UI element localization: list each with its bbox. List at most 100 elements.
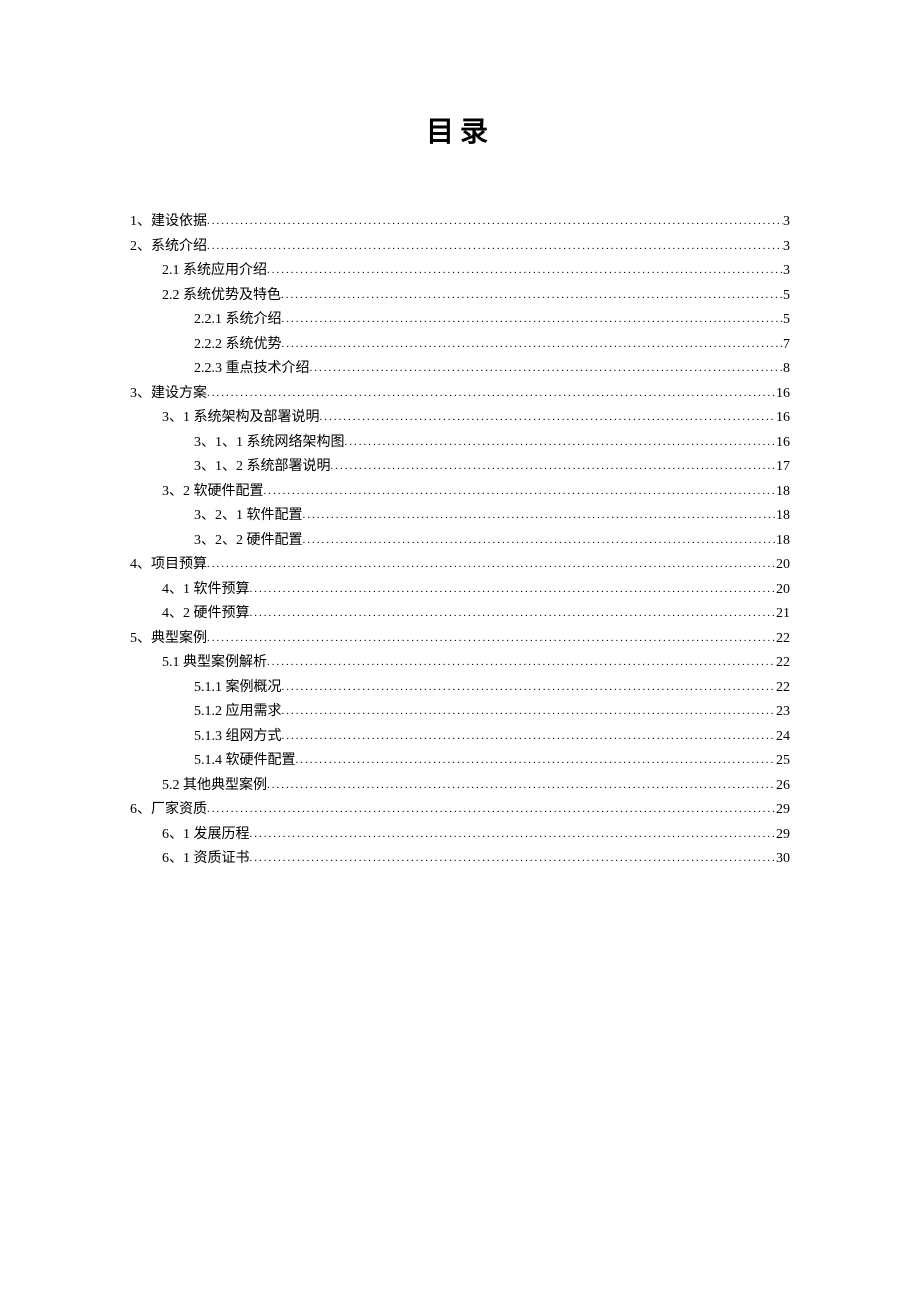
toc-dots: [267, 259, 783, 283]
toc-entry: 5.1 典型案例解析 22: [130, 651, 790, 676]
toc-entry-label: 3、2、2 硬件配置: [194, 529, 303, 553]
toc-dots: [264, 480, 777, 504]
toc-entry-label: 2.2.2 系统优势: [194, 333, 282, 357]
toc-page-number: 3: [783, 210, 790, 234]
toc-entry: 6、1 资质证书 30: [130, 847, 790, 872]
toc-page-number: 29: [776, 823, 790, 847]
toc-entry: 3、2、1 软件配置 18: [130, 504, 790, 529]
toc-dots: [296, 749, 777, 773]
toc-entry: 3、建设方案 16: [130, 382, 790, 407]
toc-entry-label: 5.2 其他典型案例: [162, 774, 267, 798]
toc-entry: 2.2.3 重点技术介绍8: [130, 357, 790, 382]
toc-page-number: 29: [776, 798, 790, 822]
toc-dots: [303, 504, 777, 528]
toc-entry-label: 2.2 系统优势及特色: [162, 284, 281, 308]
toc-dots: [250, 602, 777, 626]
toc-entry: 2.2 系统优势及特色 5: [130, 284, 790, 309]
toc-entry-label: 4、2 硬件预算: [162, 602, 250, 626]
toc-dots: [250, 578, 777, 602]
toc-entry-label: 5.1.3 组网方式: [194, 725, 282, 749]
toc-dots: [207, 798, 776, 822]
toc-entry-label: 5.1.4 软硬件配置: [194, 749, 296, 773]
toc-page-number: 25: [776, 749, 790, 773]
toc-entry-label: 5.1.1 案例概况: [194, 676, 282, 700]
toc-page-number: 20: [776, 578, 790, 602]
toc-entry-label: 3、1、1 系统网络架构图: [194, 431, 345, 455]
toc-dots: [207, 235, 783, 259]
toc-entry-label: 3、1、2 系统部署说明: [194, 455, 331, 479]
toc-page-number: 26: [776, 774, 790, 798]
toc-entry-label: 4、项目预算: [130, 553, 207, 577]
toc-dots: [331, 455, 777, 479]
toc-page-number: 16: [776, 431, 790, 455]
toc-page-number: 18: [776, 480, 790, 504]
toc-entry: 6、厂家资质 29: [130, 798, 790, 823]
toc-entry: 5、典型案例22: [130, 627, 790, 652]
toc-dots: [207, 627, 776, 651]
toc-page-number: 3: [783, 259, 790, 283]
toc-entry: 4、项目预算 20: [130, 553, 790, 578]
toc-page-number: 30: [776, 847, 790, 871]
toc-page-number: 8: [783, 357, 790, 381]
toc-entry-label: 6、1 发展历程: [162, 823, 250, 847]
toc-entry-label: 2.2.1 系统介绍: [194, 308, 282, 332]
toc-dots: [267, 774, 776, 798]
toc-entry: 2.2.1 系统介绍 5: [130, 308, 790, 333]
toc-entry-label: 2.1 系统应用介绍: [162, 259, 267, 283]
toc-dots: [282, 676, 777, 700]
toc-dots: [207, 553, 776, 577]
toc-entry: 5.1.3 组网方式 24: [130, 725, 790, 750]
toc-page-number: 5: [783, 284, 790, 308]
toc-page-number: 22: [776, 676, 790, 700]
toc-page-number: 7: [783, 333, 790, 357]
toc-entry-label: 4、1 软件预算: [162, 578, 250, 602]
toc-dots: [282, 725, 777, 749]
toc-entry: 2.1 系统应用介绍 3: [130, 259, 790, 284]
toc-entry: 1、建设依据 3: [130, 210, 790, 235]
toc-dots: [310, 357, 784, 381]
toc-page-number: 18: [776, 529, 790, 553]
toc-entry-label: 5.1 典型案例解析: [162, 651, 267, 675]
toc-dots: [281, 284, 783, 308]
toc-entry: 3、1、2 系统部署说明 17: [130, 455, 790, 480]
toc-list: 1、建设依据32、系统介绍32.1 系统应用介绍32.2 系统优势及特色52.2…: [130, 210, 790, 872]
toc-entry-label: 3、2、1 软件配置: [194, 504, 303, 528]
toc-entry: 3、2、2 硬件配置 18: [130, 529, 790, 554]
toc-page-number: 16: [776, 382, 790, 406]
toc-page-number: 18: [776, 504, 790, 528]
toc-page-number: 24: [776, 725, 790, 749]
toc-entry: 3、2 软硬件配置18: [130, 480, 790, 505]
toc-entry-label: 5、典型案例: [130, 627, 207, 651]
toc-dots: [345, 431, 777, 455]
toc-entry: 2、系统介绍3: [130, 235, 790, 260]
toc-dots: [207, 210, 783, 234]
toc-entry-label: 1、建设依据: [130, 210, 207, 234]
toc-dots: [207, 382, 776, 406]
toc-entry-label: 5.1.2 应用需求: [194, 700, 282, 724]
toc-entry-label: 2、系统介绍: [130, 235, 207, 259]
toc-entry: 5.1.1 案例概况 22: [130, 676, 790, 701]
toc-entry-label: 6、厂家资质: [130, 798, 207, 822]
toc-entry: 5.1.4 软硬件配置 25: [130, 749, 790, 774]
toc-dots: [267, 651, 776, 675]
toc-entry: 4、1 软件预算 20: [130, 578, 790, 603]
toc-page-number: 20: [776, 553, 790, 577]
toc-dots: [320, 406, 777, 430]
toc-title: 目录: [130, 110, 790, 150]
toc-dots: [250, 847, 777, 871]
toc-entry-label: 3、1 系统架构及部署说明: [162, 406, 320, 430]
toc-entry: 3、1、1 系统网络架构图 16: [130, 431, 790, 456]
toc-page-number: 21: [776, 602, 790, 626]
toc-dots: [303, 529, 777, 553]
toc-page-number: 16: [776, 406, 790, 430]
toc-entry-label: 3、建设方案: [130, 382, 207, 406]
toc-dots: [282, 700, 777, 724]
toc-entry: 2.2.2 系统优势 7: [130, 333, 790, 358]
toc-page-number: 5: [783, 308, 790, 332]
toc-page-number: 17: [776, 455, 790, 479]
toc-page-number: 22: [776, 651, 790, 675]
toc-dots: [250, 823, 777, 847]
toc-entry-label: 6、1 资质证书: [162, 847, 250, 871]
toc-entry: 3、1 系统架构及部署说明 16: [130, 406, 790, 431]
toc-page-number: 23: [776, 700, 790, 724]
